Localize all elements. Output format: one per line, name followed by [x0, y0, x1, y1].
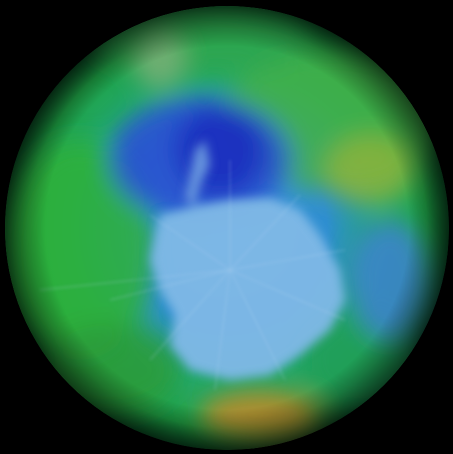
globe: [5, 6, 449, 450]
globe-rim: [5, 6, 449, 450]
